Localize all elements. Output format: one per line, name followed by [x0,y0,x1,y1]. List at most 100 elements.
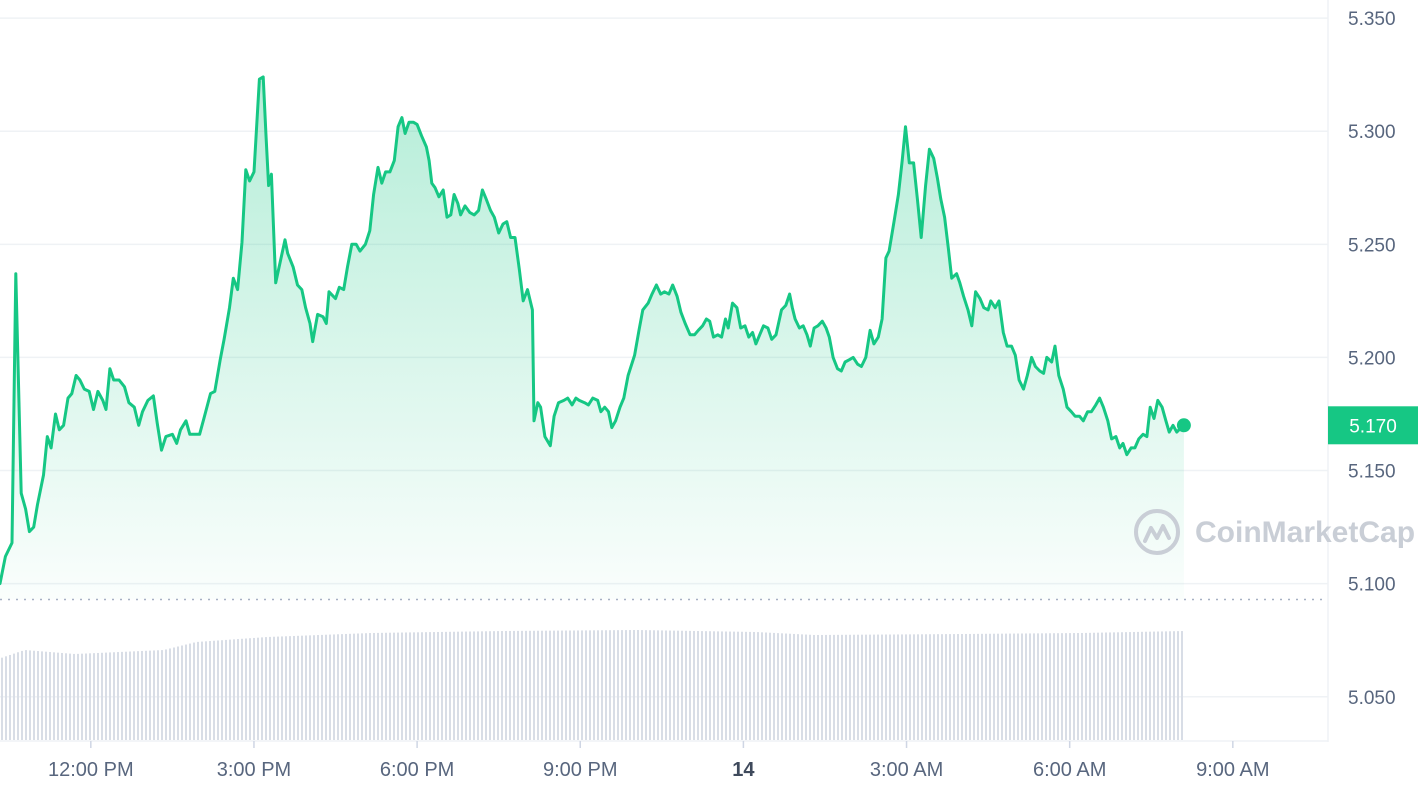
volume-bar [765,632,767,740]
volume-bar [817,634,819,740]
volume-bars [1,630,1183,740]
volume-bar [857,634,859,740]
volume-bar [537,630,539,740]
volume-bar [501,631,503,740]
volume-bar [329,634,331,740]
volume-bar [1013,633,1015,740]
volume-bar [437,631,439,740]
volume-bar [517,630,519,740]
volume-bar [901,634,903,740]
volume-bar [349,633,351,740]
volume-bar [1045,633,1047,740]
volume-bar [169,648,171,740]
volume-bar [97,652,99,740]
volume-bar [665,630,667,740]
volume-bar [941,634,943,740]
volume-bar [833,634,835,740]
volume-bar [893,634,895,740]
volume-bar [1053,633,1055,740]
volume-bar [917,634,919,740]
volume-bar [1165,631,1167,740]
volume-bar [645,630,647,740]
volume-bar [265,637,267,740]
volume-bar [29,650,31,740]
volume-bar [233,639,235,740]
volume-bar [433,632,435,740]
volume-bar [345,633,347,740]
volume-bar [353,633,355,740]
volume-bar [1033,633,1035,740]
volume-bar [357,633,359,740]
volume-bar [621,630,623,740]
x-tick-label: 6:00 PM [380,759,454,781]
y-tick-label: 5.250 [1348,235,1396,256]
volume-bar [773,632,775,740]
volume-bar [253,637,255,740]
volume-bar [1073,633,1075,740]
volume-bar [141,650,143,740]
volume-bar [1025,633,1027,740]
volume-bar [629,630,631,740]
volume-bar [1181,631,1183,740]
volume-bar [249,638,251,740]
volume-bar [209,641,211,740]
volume-bar [453,631,455,740]
volume-bar [1161,631,1163,740]
volume-bar [597,630,599,740]
volume-bar [481,631,483,740]
volume-bar [1109,632,1111,740]
volume-bar [1041,633,1043,740]
volume-bar [41,651,43,740]
volume-bar [885,634,887,740]
x-tick-label: 6:00 AM [1033,759,1106,781]
coinmarketcap-watermark: CoinMarketCap [1134,509,1415,555]
volume-bar [1169,631,1171,740]
volume-bar [825,634,827,740]
volume-bar [1,657,3,740]
volume-bar [1121,632,1123,740]
volume-bar [33,650,35,740]
volume-bar [85,653,87,740]
volume-bar [489,631,491,740]
volume-bar [993,633,995,740]
volume-bar [525,630,527,740]
volume-bar [661,630,663,740]
volume-bar [81,653,83,740]
volume-bar [493,631,495,740]
volume-bar [657,630,659,740]
volume-bar [105,652,107,740]
volume-bar [873,634,875,740]
volume-bar [57,652,59,740]
volume-bar [565,630,567,740]
volume-bar [641,630,643,740]
volume-bar [477,631,479,740]
volume-bar [549,630,551,740]
volume-bar [705,631,707,740]
volume-bar [369,633,371,740]
volume-bar [1001,633,1003,740]
volume-bar [473,631,475,740]
volume-bar [177,646,179,740]
volume-bar [793,633,795,740]
volume-bar [909,634,911,740]
x-tick-label: 14 [732,759,755,781]
volume-bar [921,634,923,740]
volume-bar [1153,631,1155,740]
volume-bar [533,630,535,740]
volume-bar [297,635,299,740]
volume-bar [577,630,579,740]
volume-bar [289,636,291,740]
current-price-badge: 5.170 [1328,406,1418,445]
volume-bar [185,644,187,740]
volume-bar [697,631,699,740]
volume-bar [281,636,283,740]
volume-bar [1133,631,1135,740]
coinmarketcap-logo-icon [1134,509,1180,555]
volume-bar [321,634,323,740]
volume-bar [1029,633,1031,740]
volume-bar [381,632,383,740]
volume-bar [741,631,743,740]
volume-bar [277,636,279,740]
volume-bar [1057,633,1059,740]
volume-bar [125,651,127,740]
